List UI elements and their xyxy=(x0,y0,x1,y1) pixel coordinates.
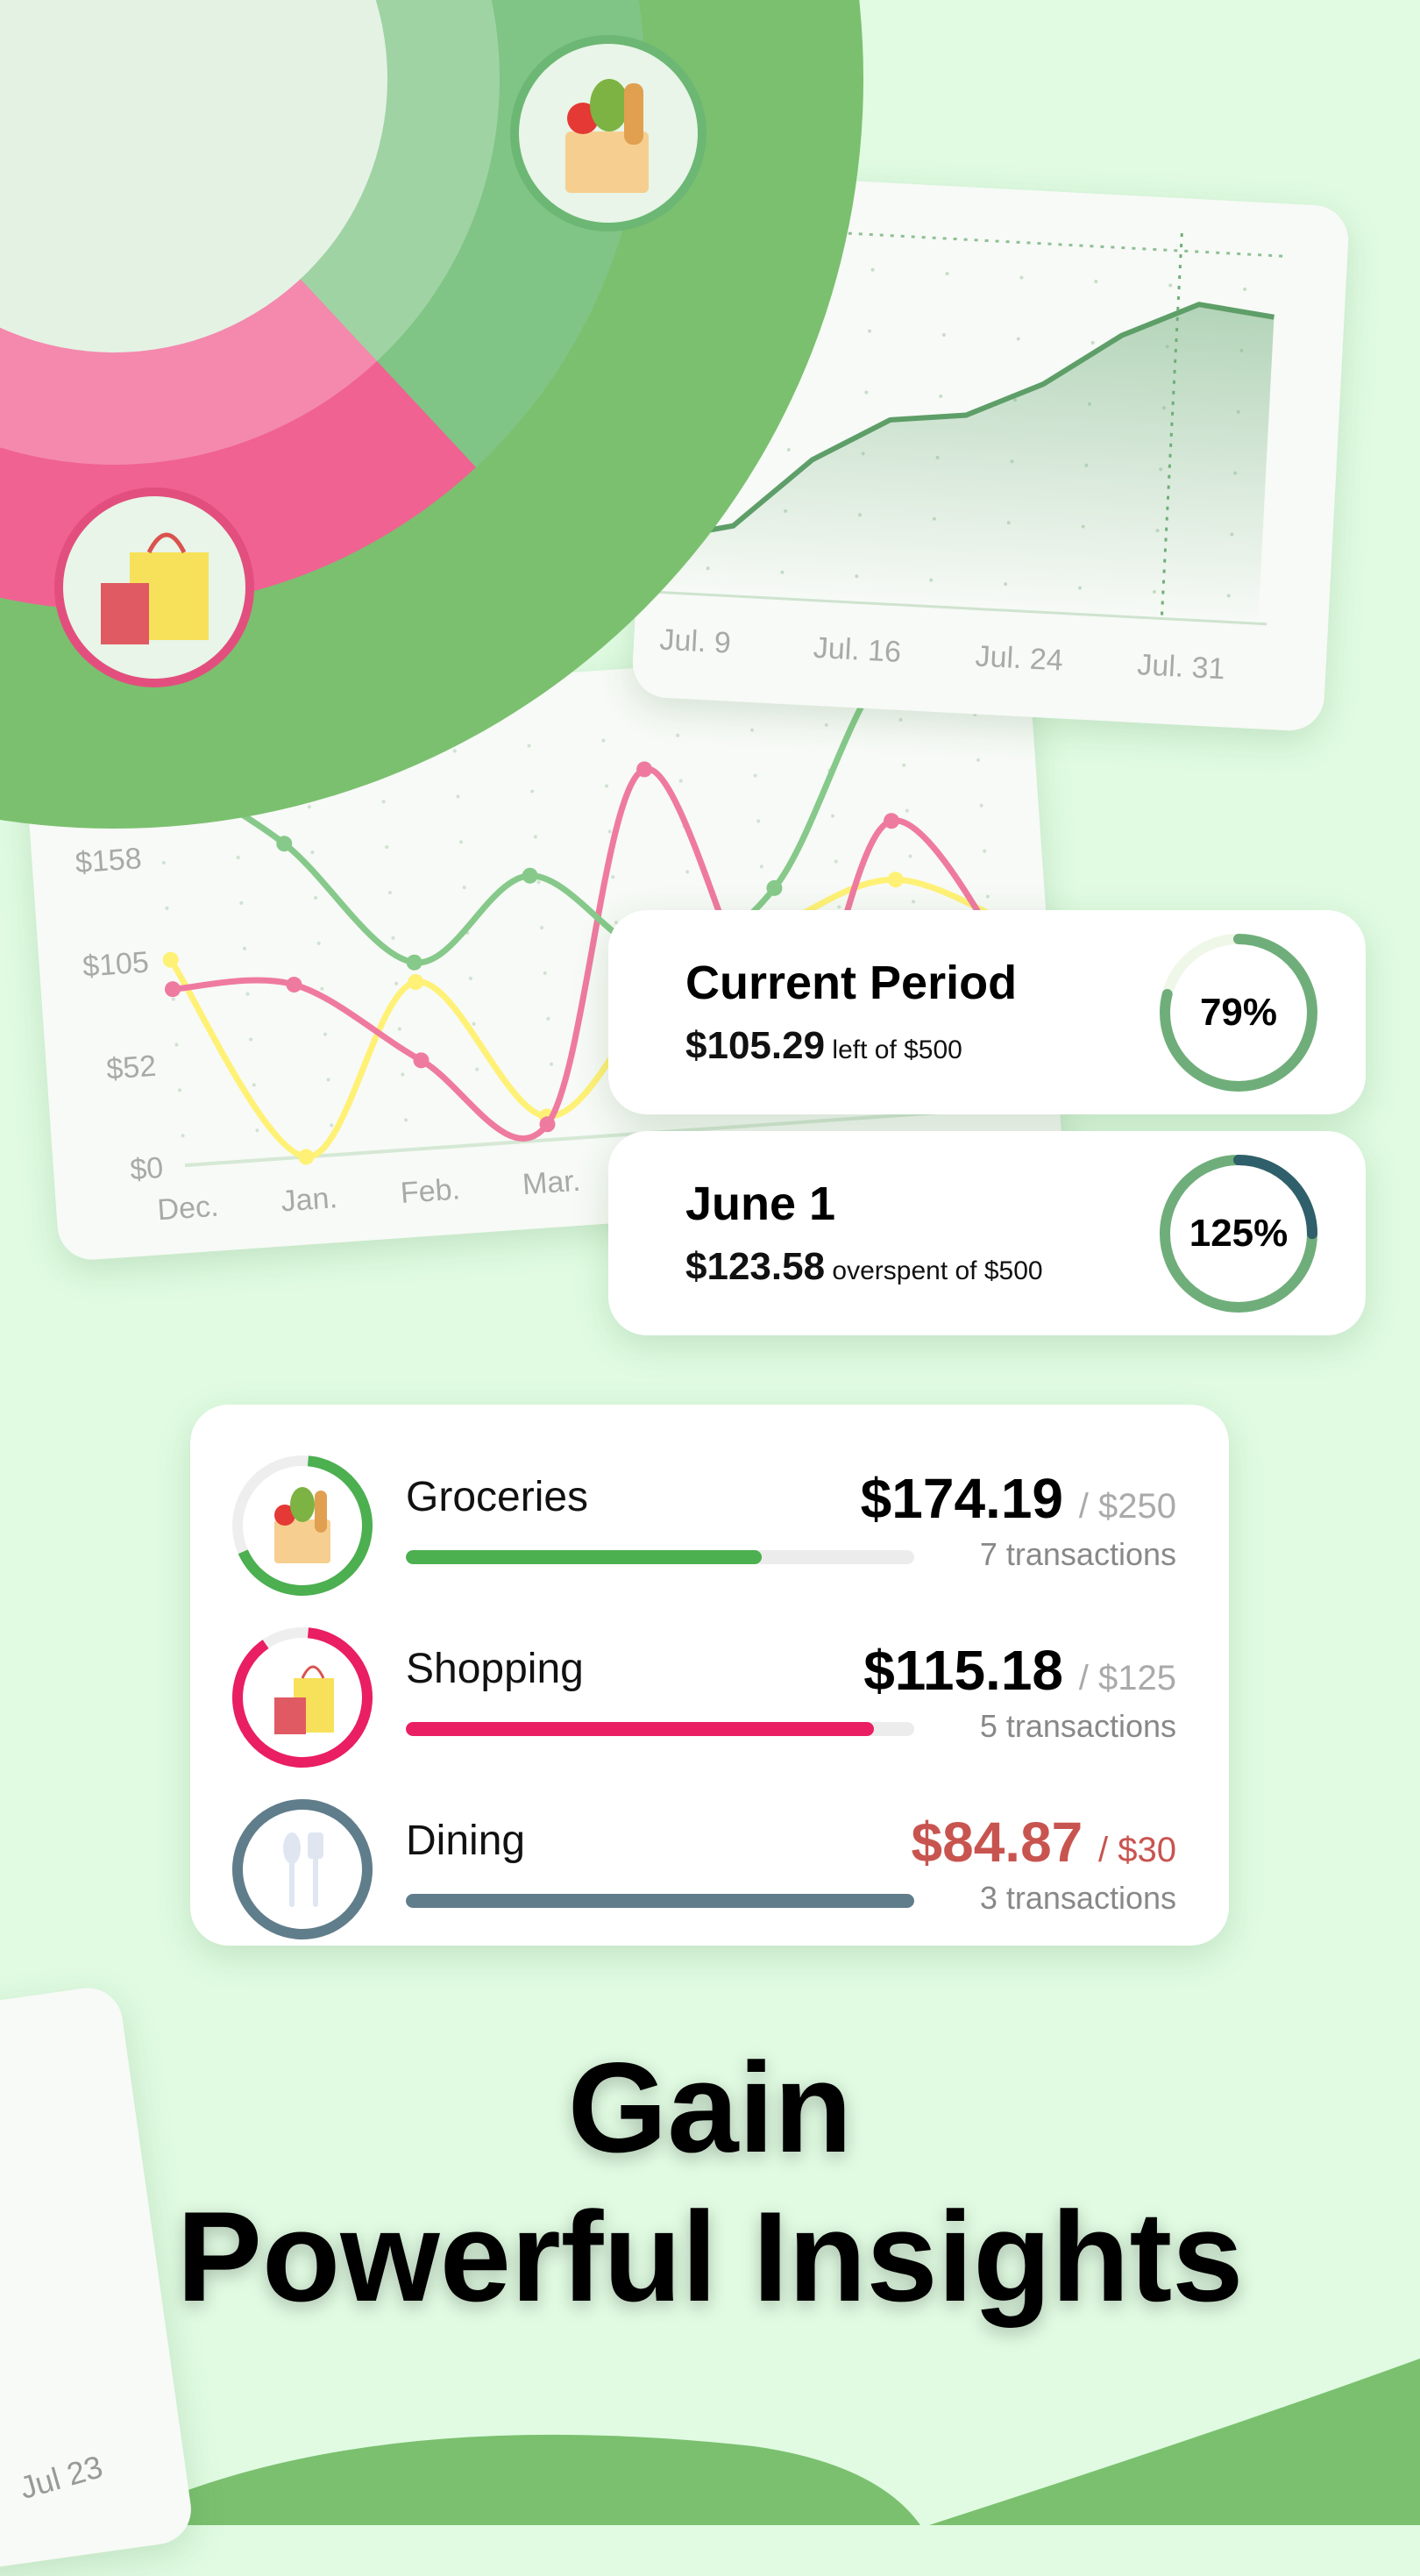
category-name: Shopping xyxy=(406,1646,584,1692)
data-point xyxy=(887,872,904,888)
donut-shopping-badge xyxy=(54,487,254,687)
y-tick-label: $158 xyxy=(75,842,143,879)
data-point xyxy=(766,879,783,896)
period-title: Current Period xyxy=(685,957,1018,1009)
period-summary: $105.29 left of $500 xyxy=(685,1024,962,1068)
category-amount-group: $115.18 / $125 xyxy=(863,1638,1176,1703)
category-progress-bar xyxy=(406,1550,914,1564)
category-budget-card: Groceries $174.19 / $250 7 transactions … xyxy=(190,1405,1229,1946)
data-point xyxy=(413,1052,430,1069)
x-tick-label: Jul. 9 xyxy=(659,623,732,660)
x-tick-label: Feb. xyxy=(400,1172,462,1210)
category-progress-bar xyxy=(406,1722,914,1736)
period-title: June 1 xyxy=(685,1178,836,1230)
period-card[interactable]: Current Period $105.29 left of $500 79% xyxy=(608,910,1366,1114)
data-point xyxy=(286,976,302,993)
category-name: Dining xyxy=(406,1818,526,1864)
x-tick-label: Jul. 16 xyxy=(813,631,902,669)
data-point xyxy=(406,954,422,971)
category-transactions: 3 transactions xyxy=(979,1880,1176,1916)
side-card-date: Jul 23 xyxy=(15,2448,107,2507)
category-row-shopping[interactable]: Shopping $115.18 / $125 5 transactions xyxy=(190,1594,1229,1768)
area-fill xyxy=(654,304,1274,624)
data-point xyxy=(539,1116,556,1133)
category-donut-chart xyxy=(0,0,863,829)
category-amount-group: $174.19 / $250 xyxy=(861,1466,1176,1531)
period-amount: $123.58 xyxy=(685,1245,826,1288)
category-row-dining[interactable]: Dining $84.87 / $30 3 transactions xyxy=(190,1766,1229,1939)
headline-line1: Gain xyxy=(567,2036,853,2179)
period-progress-ring xyxy=(1155,929,1322,1096)
utensils-icon xyxy=(232,1799,373,1939)
x-tick-label: Jul. 24 xyxy=(975,639,1064,677)
category-amount: $84.87 xyxy=(911,1811,1083,1874)
category-progress-bar xyxy=(406,1894,914,1908)
period-percent: 125% xyxy=(1189,1212,1289,1255)
x-tick-label: Mar. xyxy=(522,1164,582,1202)
category-budget: / $125 xyxy=(1078,1659,1176,1697)
data-point xyxy=(636,761,653,778)
period-progress-ring xyxy=(1155,1150,1322,1317)
headline-line2: Powerful Insights xyxy=(176,2185,1244,2328)
category-budget: / $30 xyxy=(1098,1831,1176,1869)
data-point xyxy=(408,974,424,991)
series-line xyxy=(155,594,1000,966)
period-percent: 79% xyxy=(1199,991,1278,1034)
y-tick-label: $0 xyxy=(129,1151,164,1187)
data-point xyxy=(164,981,181,998)
data-point xyxy=(162,951,179,968)
period-note: left of $500 xyxy=(832,1035,962,1064)
category-amount: $174.19 xyxy=(860,1467,1063,1530)
series-line xyxy=(172,765,1028,1142)
period-card[interactable]: June 1 $123.58 overspent of $500 125% xyxy=(608,1131,1366,1335)
y-tick-label: $105 xyxy=(82,945,150,983)
x-tick-label: Dec. xyxy=(156,1190,219,1228)
background-hills xyxy=(105,2359,1420,2525)
daily-trend-chart-card: Jul. 9 Jul. 16 Jul. 24 Jul. 31 xyxy=(630,170,1351,733)
marker-line xyxy=(1160,233,1183,619)
data-point xyxy=(522,867,538,884)
trend-line xyxy=(656,302,1274,543)
category-budget: / $250 xyxy=(1078,1487,1176,1526)
category-name: Groceries xyxy=(406,1474,589,1520)
category-transactions: 5 transactions xyxy=(979,1708,1176,1744)
category-row-groceries[interactable]: Groceries $174.19 / $250 7 transactions xyxy=(190,1422,1229,1596)
donut-groceries-badge xyxy=(510,35,706,231)
category-transactions: 7 transactions xyxy=(979,1536,1176,1572)
x-tick-label: Jul. 31 xyxy=(1136,648,1225,686)
daily-trend-chart: Jul. 9 Jul. 16 Jul. 24 Jul. 31 xyxy=(654,224,1287,686)
category-amount: $115.18 xyxy=(863,1639,1063,1702)
period-summary: $123.58 overspent of $500 xyxy=(685,1245,1043,1289)
data-point xyxy=(884,813,900,829)
category-amount-group: $84.87 / $30 xyxy=(912,1810,1177,1875)
data-point xyxy=(276,836,293,852)
grocery-bag-icon xyxy=(232,1455,373,1596)
x-tick-label: Jan. xyxy=(280,1181,338,1218)
period-amount: $105.29 xyxy=(685,1024,826,1067)
y-tick-label: $52 xyxy=(105,1050,157,1086)
data-point xyxy=(298,1149,315,1165)
period-note: overspent of $500 xyxy=(832,1256,1043,1285)
shopping-bags-icon xyxy=(232,1627,373,1768)
